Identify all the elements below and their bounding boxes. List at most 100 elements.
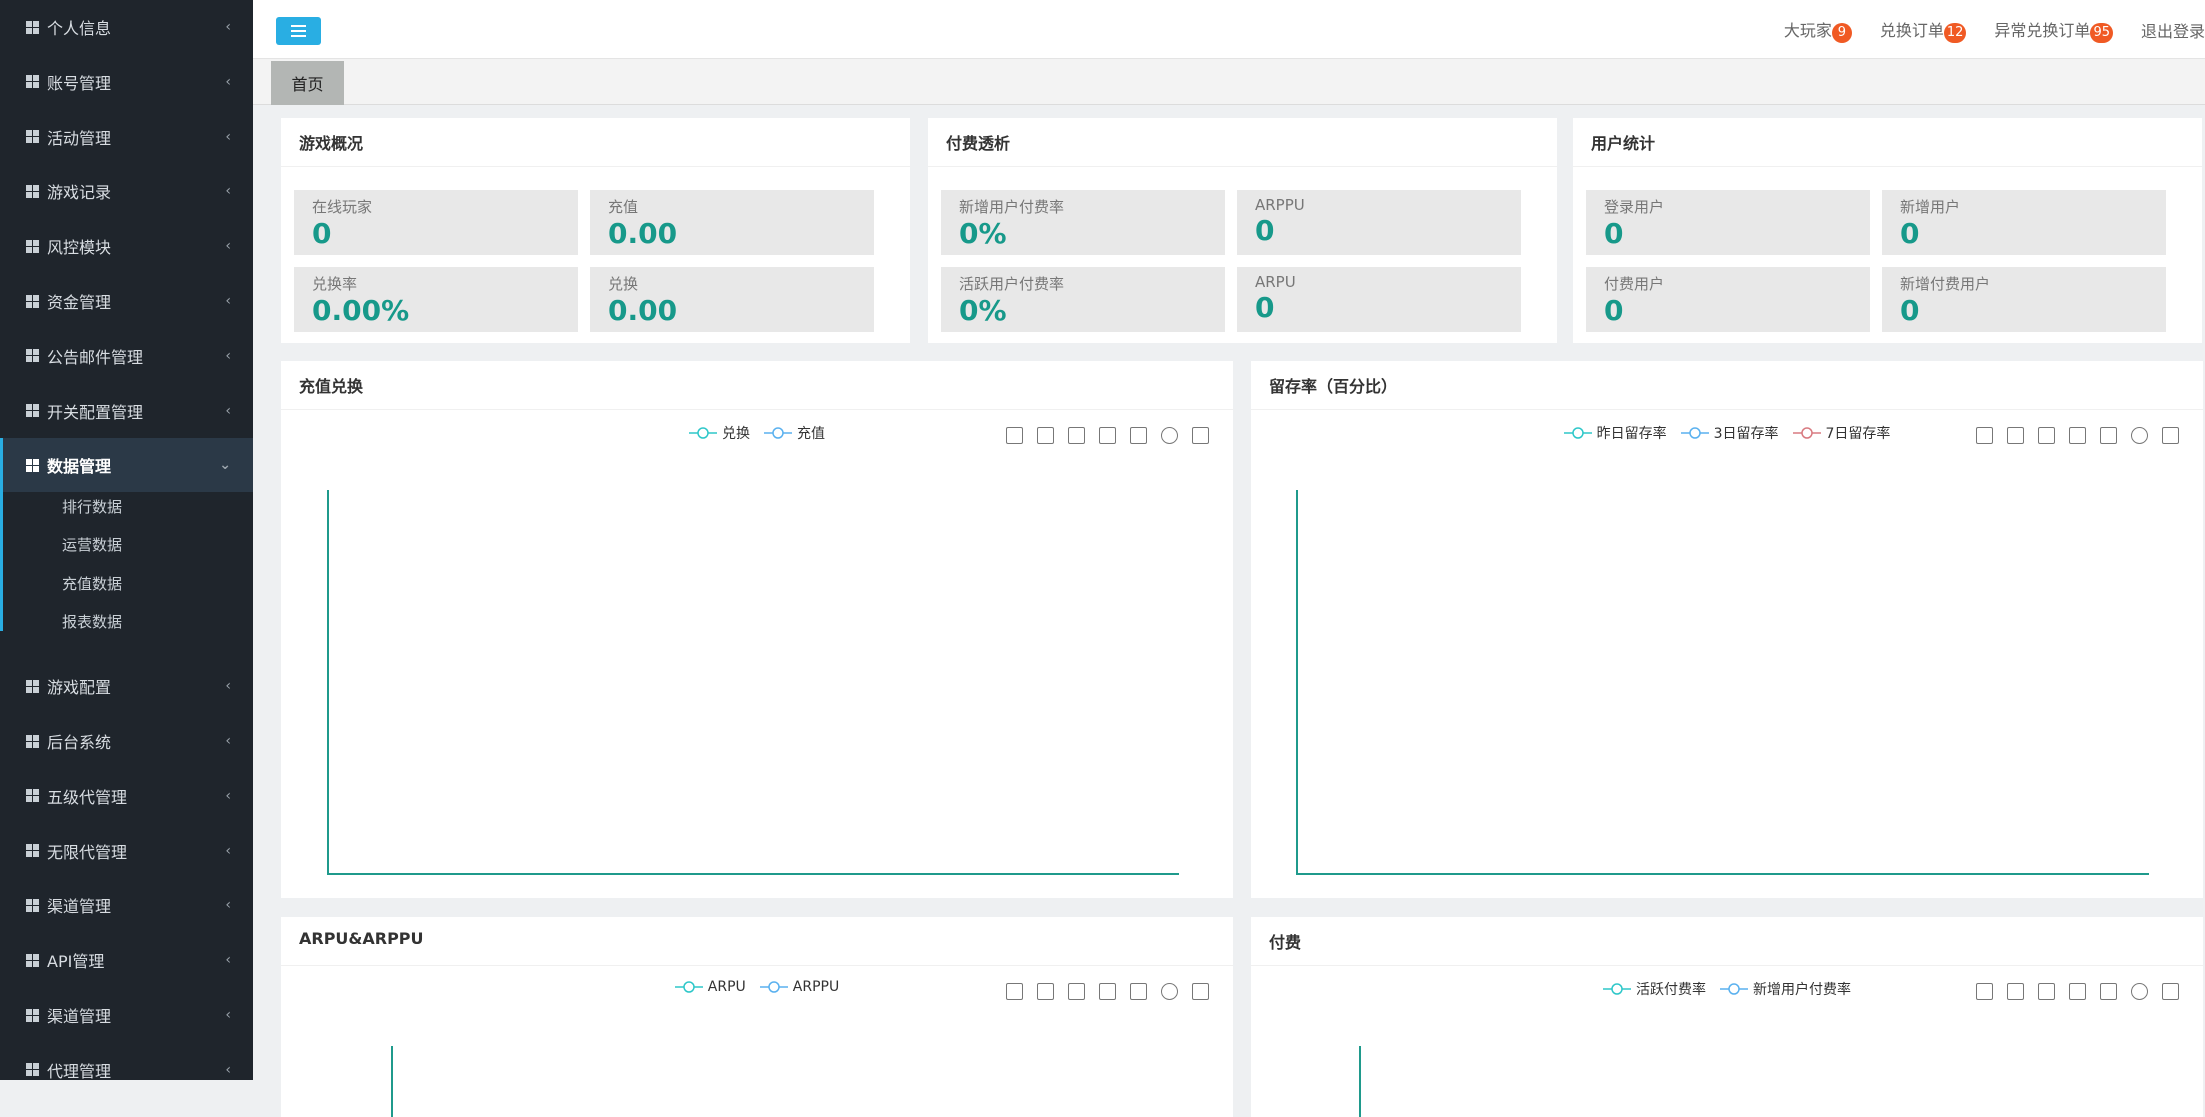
tool-button[interactable] — [2007, 983, 2024, 1000]
x-axis — [1296, 873, 2149, 875]
tool-button[interactable] — [2131, 983, 2148, 1000]
menu-item[interactable]: 无限代管理 ‹ — [0, 824, 253, 878]
stat-value: 0.00 — [608, 294, 678, 327]
tool-button[interactable] — [1130, 983, 1147, 1000]
summary-panel: 付费透析 新增用户付费率 0% ARPPU 0 活跃用户付费率 0% ARPU 0 — [928, 118, 1557, 343]
tool-button[interactable] — [1068, 427, 1085, 444]
summary-panel: 用户统计 登录用户 0 新增用户 0 付费用户 0 新增付费用户 0 — [1573, 118, 2202, 343]
tool-button[interactable] — [1068, 983, 1085, 1000]
menu-item[interactable]: API管理 ‹ — [0, 933, 253, 987]
submenu-item[interactable]: 充值数据 — [62, 574, 123, 593]
legend-item[interactable]: 新增用户付费率 — [1720, 979, 1851, 999]
menu-caret: ‹ — [225, 787, 231, 804]
notice[interactable]: 大玩家 9 — [1784, 17, 1852, 43]
tool-button[interactable] — [1037, 983, 1054, 1000]
tool-button[interactable] — [1976, 427, 1993, 444]
panel-title: 留存率（百分比） — [1269, 377, 1398, 396]
stat-label: 新增用户 — [1900, 198, 1961, 216]
tool-button[interactable] — [2100, 983, 2117, 1000]
menu-item[interactable]: 公告邮件管理 ‹ — [0, 329, 253, 383]
tool-button[interactable] — [1006, 427, 1023, 444]
legend-item[interactable]: ARPU — [674, 979, 746, 995]
legend-item[interactable]: 昨日留存率 — [1563, 423, 1667, 443]
tool-button[interactable] — [1192, 983, 1209, 1000]
notice-badge: 12 — [1943, 22, 1967, 43]
legend-symbol — [674, 981, 703, 993]
chart-panel: 充值兑换 兑换 充值 — [281, 361, 1233, 898]
submenu-item[interactable]: 报表数据 — [62, 613, 123, 632]
tool-button[interactable] — [1037, 427, 1054, 444]
menu-label: 渠道管理 — [47, 1007, 112, 1026]
menu-item[interactable]: 资金管理 ‹ — [0, 274, 253, 328]
legend-item[interactable]: 7日留存率 — [1792, 423, 1890, 443]
logout[interactable]: 退出登录 — [2140, 21, 2205, 41]
menu-caret: ‹ — [225, 897, 231, 914]
legend-item[interactable]: 充值 — [764, 423, 825, 443]
menu-item[interactable]: 渠道管理 ‹ — [0, 988, 253, 1042]
legend-label: 3日留存率 — [1713, 426, 1779, 442]
menu-item[interactable]: 数据管理 ⌄ — [0, 438, 253, 493]
stat-box: 新增用户 0 — [1882, 190, 2166, 255]
submenu-item[interactable]: 排行数据 — [62, 497, 123, 516]
menu-item[interactable]: 游戏记录 ‹ — [0, 164, 253, 218]
stat-value: 0% — [959, 217, 1007, 250]
menu-item[interactable]: 风控模块 ‹ — [0, 219, 253, 273]
tab[interactable]: 首页 — [271, 61, 344, 105]
menu-item[interactable]: 开关配置管理 ‹ — [0, 384, 253, 438]
legend-symbol — [1720, 983, 1748, 995]
tool-button[interactable] — [1976, 983, 1993, 1000]
notice-label: 兑换订单 — [1879, 20, 1944, 40]
menu-icon — [26, 20, 39, 34]
tool-button[interactable] — [2038, 427, 2055, 444]
y-axis — [327, 490, 329, 873]
tool-button[interactable] — [1161, 983, 1178, 1000]
menu-item[interactable]: 五级代管理 ‹ — [0, 769, 253, 823]
tool-button[interactable] — [2100, 427, 2117, 444]
menu-item[interactable]: 后台系统 ‹ — [0, 714, 253, 768]
panel-title: 用户统计 — [1591, 134, 1656, 153]
menu-item[interactable]: 代理管理 ‹ — [0, 1043, 253, 1097]
menu-caret: ‹ — [225, 293, 231, 309]
chart-panel: 留存率（百分比） 昨日留存率 3日留存率 7日留存率 — [1251, 361, 2203, 898]
tool-button[interactable] — [2069, 427, 2086, 444]
legend: 兑换 充值 — [281, 423, 1233, 443]
menu-item[interactable]: 活动管理 ‹ — [0, 110, 253, 164]
menu-label: 游戏记录 — [47, 183, 112, 203]
sidebar: 个人信息 ‹ 账号管理 ‹ 活动管理 ‹ 游戏记录 ‹ 风控模块 ‹ 资金管理 ‹ 公告邮件管理 ‹ 开关配… — [0, 0, 253, 1081]
menu-item[interactable]: 游戏配置 ‹ — [0, 659, 253, 713]
menu-item[interactable]: 渠道管理 ‹ — [0, 878, 253, 932]
submenu-item[interactable]: 运营数据 — [62, 536, 123, 555]
stat-label: 登录用户 — [1604, 198, 1665, 216]
tool-button[interactable] — [2038, 983, 2055, 1000]
legend-symbol — [764, 427, 792, 439]
divider — [281, 965, 1233, 966]
tool-button[interactable] — [1192, 427, 1209, 444]
stat-value: 0% — [959, 294, 1007, 327]
menu-toggle[interactable] — [276, 17, 321, 45]
tool-button[interactable] — [1099, 427, 1116, 444]
tool-button[interactable] — [2007, 427, 2024, 444]
tool-button[interactable] — [2162, 427, 2179, 444]
tool-button[interactable] — [2162, 983, 2179, 1000]
notice[interactable]: 兑换订单 12 — [1880, 17, 1967, 43]
tool-button[interactable] — [1130, 427, 1147, 444]
stat-label: 充值 — [608, 198, 639, 216]
legend-label: 兑换 — [722, 426, 750, 442]
tool-button[interactable] — [1006, 983, 1023, 1000]
notice[interactable]: 异常兑换订单 95 — [1994, 17, 2113, 43]
legend-item[interactable]: ARPPU — [759, 979, 839, 995]
tool-button[interactable] — [2069, 983, 2086, 1000]
legend-item[interactable]: 3日留存率 — [1680, 423, 1779, 443]
menu-item[interactable]: 账号管理 ‹ — [0, 55, 253, 109]
tool-button[interactable] — [2131, 427, 2148, 444]
toolbar — [1006, 427, 1209, 444]
menu-icon — [26, 349, 39, 363]
menu-item[interactable]: 个人信息 ‹ — [0, 0, 253, 54]
tool-button[interactable] — [1099, 983, 1116, 1000]
toolbar — [1006, 983, 1209, 1000]
legend-item[interactable]: 活跃付费率 — [1603, 979, 1706, 999]
stat-box: 兑换 0.00 — [590, 267, 874, 332]
legend-item[interactable]: 兑换 — [689, 423, 750, 443]
stat-value: 0 — [312, 217, 332, 250]
tool-button[interactable] — [1161, 427, 1178, 444]
